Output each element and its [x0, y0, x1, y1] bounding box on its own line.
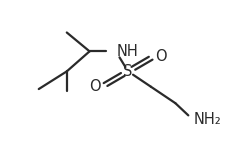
Text: S: S — [123, 64, 132, 79]
Text: O: O — [89, 79, 101, 94]
Text: NH: NH — [116, 44, 138, 59]
Text: O: O — [155, 49, 166, 63]
Text: NH₂: NH₂ — [193, 112, 220, 127]
